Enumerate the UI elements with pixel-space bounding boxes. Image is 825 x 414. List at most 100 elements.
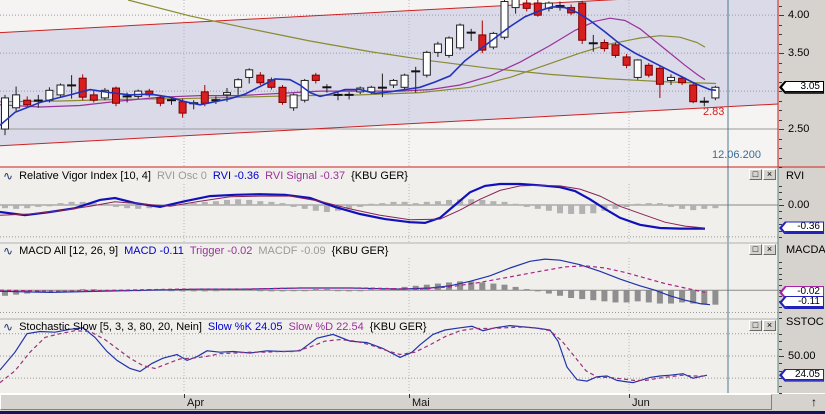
- axis-tick: [779, 167, 782, 168]
- rvi-restore-button[interactable]: □: [749, 169, 762, 180]
- axis-tick: [779, 217, 782, 219]
- axis-tick: [779, 53, 784, 55]
- axis-tick: [779, 211, 782, 213]
- axis-price-tag: 24.05: [779, 368, 824, 382]
- cursor-date-label: 12.06.200: [712, 149, 761, 161]
- window-bottom-edge: [0, 411, 825, 414]
- axis-title-stoch: SSTOC: [786, 316, 824, 328]
- axis-tick: [779, 262, 782, 264]
- macd-restore-button[interactable]: □: [749, 244, 762, 255]
- axis-tick: [779, 192, 782, 194]
- indicator-header-text: Trigger -0.02: [189, 245, 253, 257]
- axis-tick: [779, 15, 784, 17]
- indicator-header-text: Slow %K 24.05: [207, 321, 283, 333]
- axis-label: 50.00: [788, 349, 816, 362]
- axis-price-tag: -0.36: [779, 221, 824, 235]
- axis-tick: [779, 148, 782, 149]
- axis-title-rvi: RVI: [786, 170, 805, 182]
- axis-tick: [779, 348, 782, 350]
- indicator-header-text: Stochastic Slow [5, 3, 3, 80, 20, Nein]: [19, 321, 202, 333]
- axis-tick: [779, 100, 782, 102]
- month-label: Mai: [412, 397, 430, 409]
- axis-tick: [779, 5, 782, 7]
- rvi-close-button[interactable]: ×: [763, 169, 776, 180]
- axis-tick: [779, 393, 782, 394]
- axis-price-tag-value: 3.05: [782, 81, 823, 93]
- axis-tick: [779, 230, 782, 232]
- month-tick: [629, 394, 630, 398]
- time-axis-scrollbar[interactable]: [0, 393, 825, 411]
- price-axis-gutter: [778, 0, 825, 393]
- axis-tick: [779, 43, 782, 45]
- indicator-header-text: Slow %D 22.54: [288, 321, 364, 333]
- month-label: Apr: [187, 397, 205, 409]
- scrollbar-thumb[interactable]: [0, 394, 772, 410]
- stoch-restore-button[interactable]: □: [749, 320, 762, 331]
- axis-tick: [779, 81, 782, 83]
- indicator-header-text: RVI Signal -0.37: [265, 170, 346, 182]
- stoch-panel-header: ∿ Stochastic Slow [5, 3, 3, 80, 20, Nein]…: [3, 321, 427, 333]
- axis-price-tag-value: 24.05: [782, 369, 823, 381]
- axis-tick: [779, 129, 784, 130]
- axis-tick: [779, 290, 782, 292]
- axis-tick: [779, 279, 782, 281]
- macd-close-button[interactable]: ×: [763, 244, 776, 255]
- axis-tick: [779, 34, 782, 36]
- axis-tick: [779, 341, 782, 343]
- indicator-curve-icon: ∿: [3, 320, 14, 334]
- month-tick: [184, 394, 185, 398]
- main-chart-background: [0, 0, 778, 167]
- axis-tick: [779, 295, 782, 297]
- indicator-curve-icon: ∿: [3, 244, 14, 258]
- channel-support-value-label: 2.83: [703, 106, 725, 118]
- indicator-header-text: {KBU GER}: [369, 321, 427, 333]
- indicator-header-text: RVI -0.36: [212, 170, 260, 182]
- rvi-panel-header: ∿ Relative Vigor Index [10, 4] RVI Osc 0 RV…: [3, 170, 408, 182]
- axis-tick: [779, 91, 782, 93]
- macd-panel-header: ∿ MACD All [12, 26, 9] MACD -0.11 Trigger -…: [3, 245, 388, 257]
- stoch-close-button[interactable]: ×: [763, 320, 776, 331]
- axis-price-tag-value: -0.36: [782, 222, 823, 234]
- axis-tick: [779, 306, 782, 308]
- axis-tick: [779, 157, 782, 159]
- axis-tick: [779, 318, 782, 319]
- month-label: Jun: [632, 397, 650, 409]
- month-tick: [409, 394, 410, 398]
- axis-tick: [779, 284, 782, 286]
- axis-tick: [779, 72, 782, 74]
- axis-tick: [779, 273, 782, 275]
- axis-tick: [779, 224, 782, 226]
- axis-label: 0.00: [788, 199, 810, 212]
- axis-tick: [779, 268, 782, 269]
- indicator-header-text: {KBU GER}: [331, 245, 389, 257]
- axis-tick: [779, 333, 782, 335]
- axis-tick: [779, 370, 782, 372]
- indicator-header-text: RVI Osc 0: [156, 170, 207, 182]
- axis-tick: [779, 62, 782, 64]
- axis-label: 4.00: [788, 9, 810, 22]
- axis-tick: [779, 138, 782, 140]
- indicator-curve-icon: ∿: [3, 169, 14, 183]
- axis-tick: [779, 355, 784, 357]
- indicator-header-text: MACD All [12, 26, 9]: [19, 245, 119, 257]
- axis-tick: [779, 110, 782, 112]
- indicator-header-text: MACD -0.11: [124, 245, 184, 257]
- axis-tick: [779, 363, 782, 365]
- axis-tick: [779, 312, 782, 314]
- axis-tick: [779, 198, 782, 200]
- axis-tick: [779, 236, 782, 238]
- axis-price-tag: -0.11: [779, 295, 824, 309]
- axis-tick: [779, 385, 782, 387]
- indicator-header-text: Relative Vigor Index [10, 4]: [19, 170, 151, 182]
- scroll-up-arrow-icon[interactable]: ↑: [811, 395, 817, 409]
- axis-label: 3.50: [788, 47, 810, 60]
- indicator-header-text: MACDF -0.09: [258, 245, 326, 257]
- axis-tick: [779, 185, 782, 187]
- axis-price-tag: 3.05: [779, 80, 824, 94]
- indicator-header-text: {KBU GER}: [351, 170, 408, 182]
- axis-tick: [779, 378, 782, 380]
- axis-tick: [779, 24, 782, 26]
- axis-tick: [779, 205, 784, 206]
- axis-label: 2.50: [788, 123, 810, 136]
